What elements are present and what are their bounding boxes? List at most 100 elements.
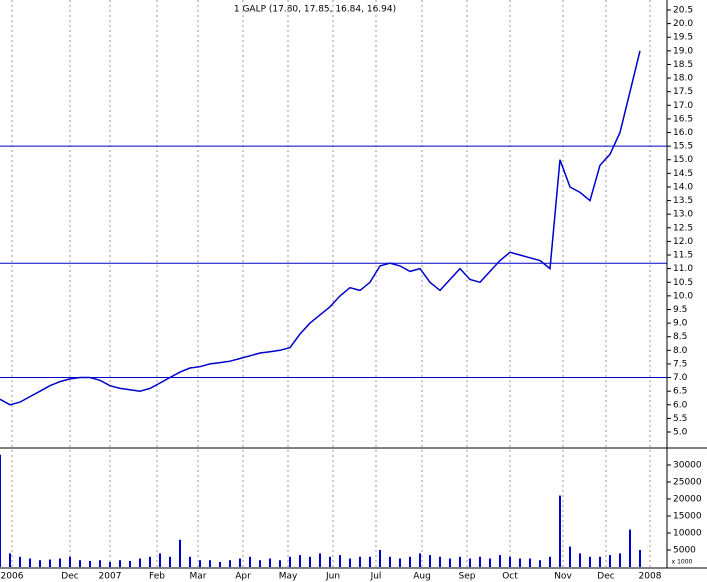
y2-tick-label: 10000 xyxy=(673,528,702,538)
volume-unit: x 1000 xyxy=(672,559,693,566)
volume-bar xyxy=(349,558,351,567)
y-tick-label: 20.0 xyxy=(673,19,693,29)
volume-bar xyxy=(89,560,91,567)
volume-bar xyxy=(239,558,241,567)
volume-bar xyxy=(109,561,111,567)
volume-bar xyxy=(49,559,51,567)
volume-bar xyxy=(209,560,211,567)
x-tick-label: Jul xyxy=(370,572,382,582)
y-tick-label: 6.0 xyxy=(673,400,688,410)
volume-bar xyxy=(369,556,371,567)
y-tick-label: 17.0 xyxy=(673,101,693,111)
y2-tick-label: 25000 xyxy=(673,477,702,487)
x-tick-label: 2008 xyxy=(639,572,662,582)
y-tick-label: 17.5 xyxy=(673,87,693,97)
x-tick-label: 2007 xyxy=(99,572,122,582)
volume-bar xyxy=(519,558,521,567)
y-tick-label: 16.5 xyxy=(673,114,693,124)
volume-bar xyxy=(279,560,281,567)
volume-bar xyxy=(599,556,601,567)
y2-tick-label: 30000 xyxy=(673,460,702,470)
volume-bar xyxy=(139,558,141,567)
volume-bar xyxy=(419,553,421,567)
x-tick-label: Jun xyxy=(325,572,340,582)
volume-bar xyxy=(359,556,361,567)
volume-bar xyxy=(159,553,161,567)
volume-bar xyxy=(559,495,561,567)
y2-tick-label: 20000 xyxy=(673,494,702,504)
y-tick-label: 12.5 xyxy=(673,223,693,233)
y2-tick-label: 15000 xyxy=(673,511,702,521)
volume-bar xyxy=(19,556,21,567)
volume-bar xyxy=(39,560,41,567)
volume-bar xyxy=(309,556,311,567)
y-tick-label: 7.5 xyxy=(673,359,687,369)
y-tick-label: 8.5 xyxy=(673,332,687,342)
x-tick-label: 2006 xyxy=(1,572,24,582)
volume-bar xyxy=(149,556,151,567)
volume-bar xyxy=(579,553,581,567)
price-line xyxy=(0,50,641,406)
x-tick-label: Mar xyxy=(190,572,207,582)
volume-bar xyxy=(169,556,171,567)
volume-bar xyxy=(469,558,471,567)
volume-bar xyxy=(509,556,511,567)
x-tick-label: Apr xyxy=(235,572,251,582)
y-tick-label: 18.0 xyxy=(673,74,693,84)
volume-bar xyxy=(439,556,441,567)
volume-bar xyxy=(289,556,291,567)
volume-bar xyxy=(459,556,461,567)
volume-bar xyxy=(609,555,611,567)
volume-bar xyxy=(429,555,431,567)
volume-bar xyxy=(379,549,381,567)
volume-bar xyxy=(119,560,121,567)
y-tick-label: 15.5 xyxy=(673,142,693,152)
volume-bar xyxy=(549,556,551,567)
volume-bar xyxy=(449,558,451,567)
volume-bar xyxy=(189,556,191,567)
y-tick-label: 13.5 xyxy=(673,196,693,206)
volume-bar xyxy=(99,560,101,567)
volume-bar xyxy=(229,560,231,567)
y-tick-label: 8.0 xyxy=(673,346,688,356)
volume-bar xyxy=(619,553,621,567)
volume-bar xyxy=(539,560,541,567)
volume-bar xyxy=(79,560,81,567)
x-tick-label: May xyxy=(279,572,298,582)
volume-bar xyxy=(9,553,11,567)
volume-bar xyxy=(629,529,631,567)
chart-title: 1 GALP (17.80, 17.85, 16.84, 16.94) xyxy=(234,5,396,15)
volume-bar xyxy=(409,556,411,567)
volume-bar xyxy=(219,561,221,567)
y-tick-label: 19.0 xyxy=(673,46,693,56)
volume-bar xyxy=(569,546,571,567)
volume-bar xyxy=(639,549,641,567)
volume-bar xyxy=(179,539,181,567)
x-tick-label: Sep xyxy=(459,572,476,582)
y-tick-label: 11.5 xyxy=(673,251,693,261)
volume-bar xyxy=(339,555,341,567)
volume-bar xyxy=(389,556,391,567)
volume-bar xyxy=(299,555,301,567)
y-tick-label: 9.0 xyxy=(673,319,688,329)
y-tick-label: 15.0 xyxy=(673,155,693,165)
volume-bar xyxy=(529,558,531,567)
volume-bar xyxy=(129,560,131,567)
volume-bar xyxy=(29,558,31,567)
volume-bar xyxy=(69,556,71,567)
volume-bar xyxy=(399,558,401,567)
x-tick-label: Nov xyxy=(554,572,572,582)
volume-bar xyxy=(499,555,501,567)
volume-bar xyxy=(589,556,591,567)
volume-bar xyxy=(489,558,491,567)
x-tick-label: Oct xyxy=(502,572,518,582)
x-tick-label: Dec xyxy=(61,572,78,582)
volume-bar xyxy=(59,558,61,567)
y-tick-label: 5.0 xyxy=(673,428,688,438)
y-tick-label: 18.5 xyxy=(673,60,693,70)
y-tick-label: 11.0 xyxy=(673,264,693,274)
y-tick-label: 7.0 xyxy=(673,373,688,383)
y-tick-label: 6.5 xyxy=(673,387,687,397)
y-tick-label: 10.0 xyxy=(673,291,693,301)
